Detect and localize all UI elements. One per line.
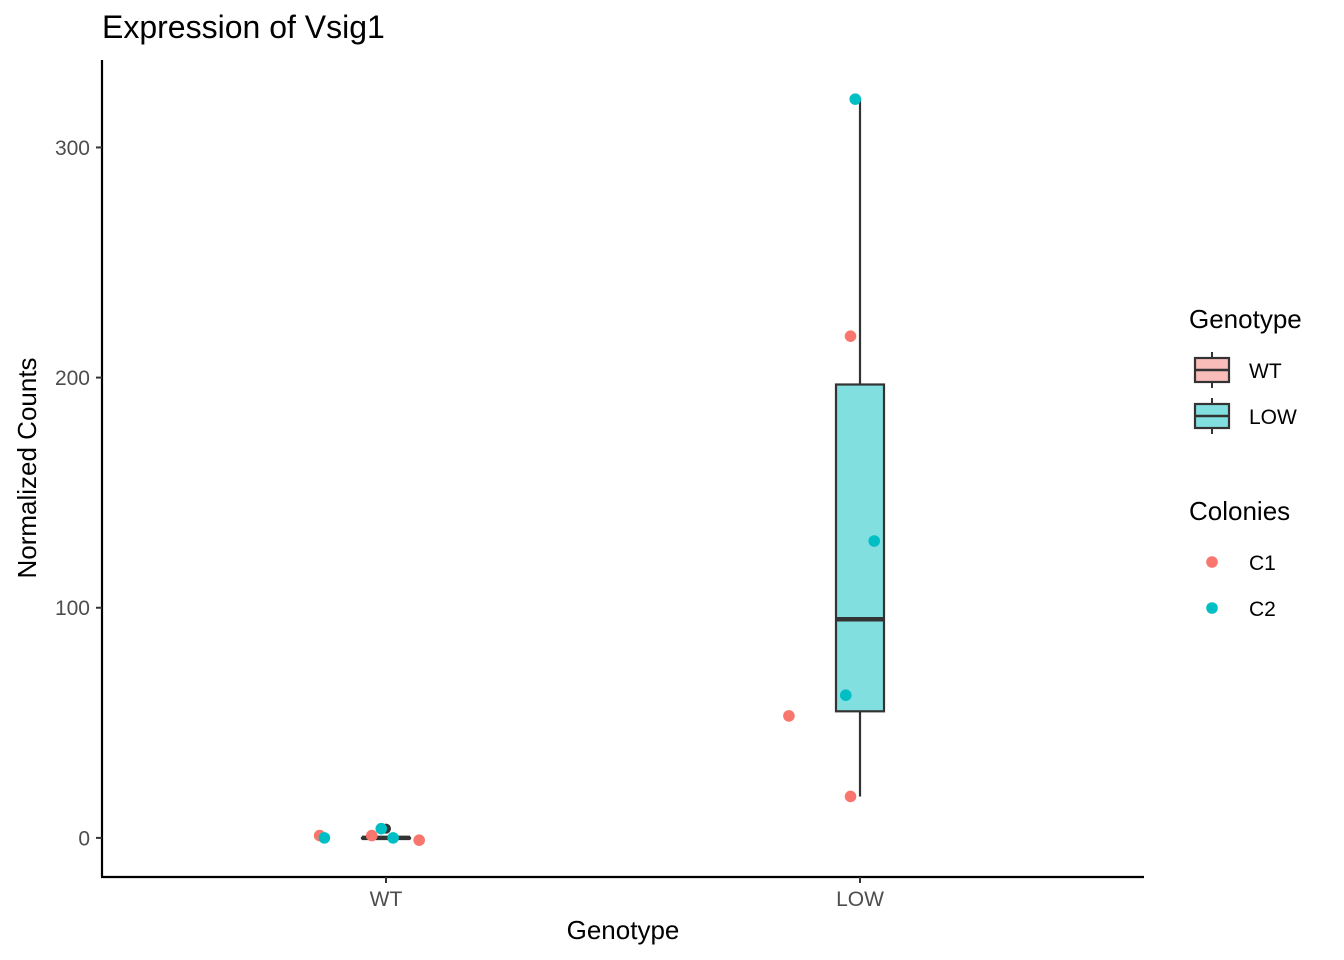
y-tick-label: 100 xyxy=(55,597,90,620)
y-tick-label: 300 xyxy=(55,137,90,160)
point-low-c1 xyxy=(844,790,857,803)
x-axis-title: Genotype xyxy=(567,915,680,945)
point-wt-c1 xyxy=(365,829,378,842)
x-ticks: WT LOW xyxy=(370,877,884,911)
legends: Genotype WT LOW Colonies C1 C2 xyxy=(1189,304,1302,621)
point-low-c1 xyxy=(844,330,857,342)
x-tick-label: WT xyxy=(370,888,403,911)
legend-colonies-label: C2 xyxy=(1249,598,1276,621)
legend-genotype-label: WT xyxy=(1249,360,1282,383)
y-axis-title: Normalized Counts xyxy=(12,357,42,578)
legend-key-point xyxy=(1206,556,1218,568)
point-wt-c2 xyxy=(387,832,399,844)
box-low xyxy=(834,99,886,797)
y-tick-label: 200 xyxy=(55,367,90,390)
legend-colonies-label: C1 xyxy=(1249,552,1276,575)
chart-title: Expression of Vsig1 xyxy=(102,9,385,45)
y-tick-label: 0 xyxy=(78,827,90,850)
legend-genotype-item: LOW xyxy=(1193,398,1297,434)
legend-genotype-label: LOW xyxy=(1249,406,1297,429)
point-wt-c2 xyxy=(318,832,331,844)
point-wt-c2 xyxy=(375,822,388,835)
plot-area xyxy=(313,93,886,846)
point-low-c2 xyxy=(849,93,862,105)
x-tick-label: LOW xyxy=(836,888,884,911)
point-low-c1 xyxy=(783,710,795,722)
box-iqr xyxy=(834,383,886,713)
legend-colonies-item: C2 xyxy=(1206,598,1276,621)
legend-genotype-title: Genotype xyxy=(1189,304,1302,334)
point-low-c2 xyxy=(839,689,852,701)
legend-colonies-title: Colonies xyxy=(1189,496,1290,526)
y-ticks: 0 100 200 300 xyxy=(55,137,102,850)
point-low-c2 xyxy=(868,535,881,547)
legend-colonies-item: C1 xyxy=(1206,552,1276,575)
legend-key-point xyxy=(1206,602,1218,614)
legend-genotype-item: WT xyxy=(1193,352,1282,388)
point-wt-c1 xyxy=(413,834,425,846)
